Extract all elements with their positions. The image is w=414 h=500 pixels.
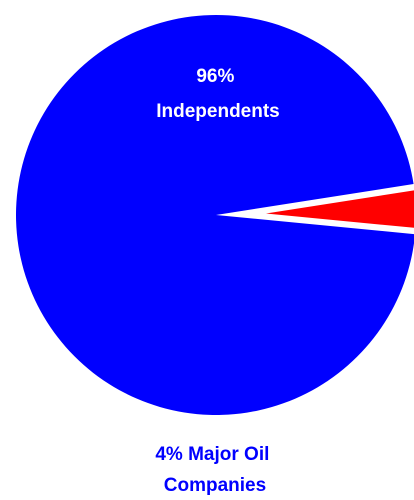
- slice-label-major-oil-companies: 4% Major Oil Companies: [155, 444, 274, 496]
- pie-slice-independents: [15, 15, 414, 415]
- slice-label-independents: 96% Independents: [156, 66, 280, 122]
- pie-slice-major-oil-companies: [265, 190, 414, 228]
